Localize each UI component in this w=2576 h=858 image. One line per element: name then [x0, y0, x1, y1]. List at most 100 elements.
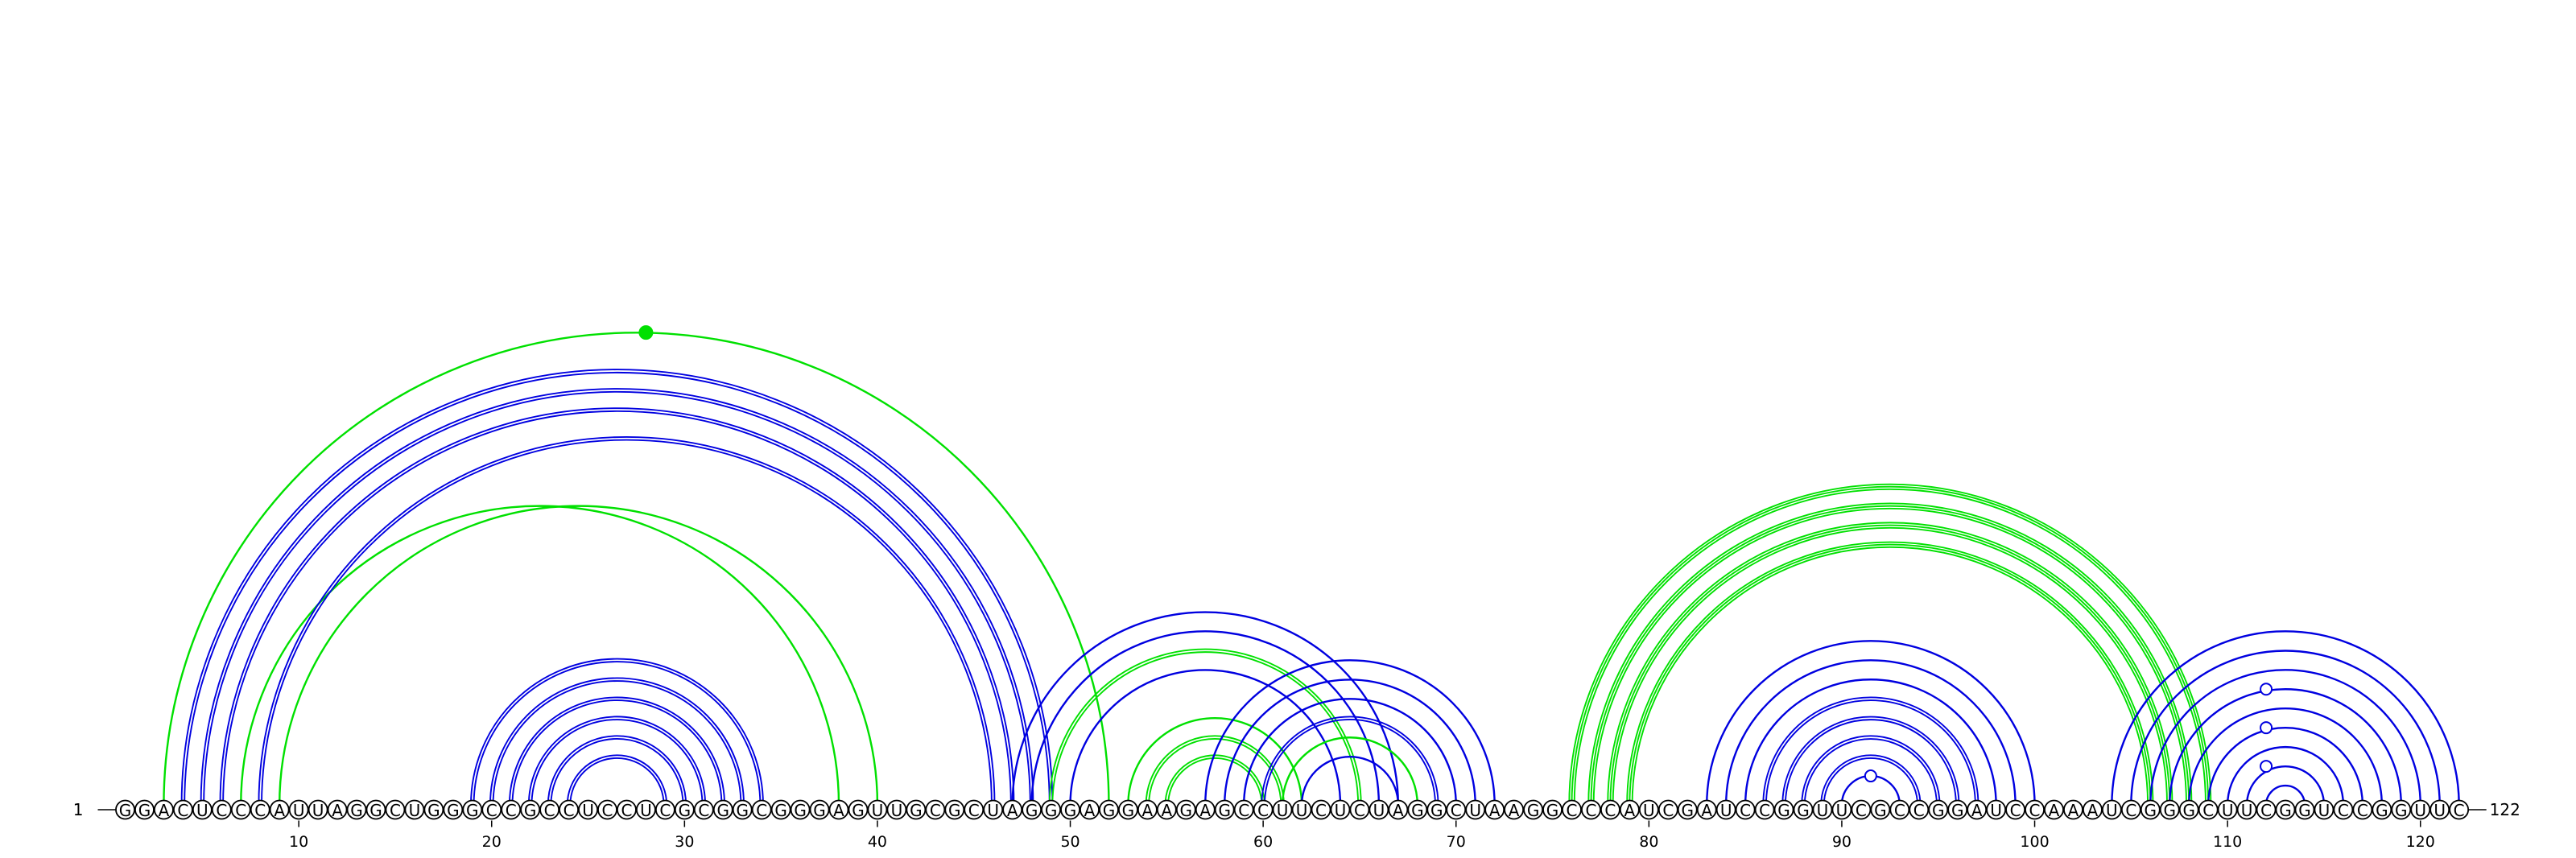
nucleotide-circle	[2449, 799, 2470, 820]
nucleotide-1: G	[115, 799, 135, 820]
nucleotide-circle	[2025, 799, 2045, 820]
nucleotide-letter: G	[1026, 801, 1038, 820]
nucleotide-letter: G	[2182, 801, 2195, 820]
nucleotide-letter: G	[1122, 801, 1135, 820]
nucleotide-letter: C	[1315, 801, 1327, 820]
nucleotide-circle	[2005, 799, 2025, 820]
nucleotide-circle	[1022, 799, 1042, 820]
nucleotide-letter: G	[1411, 801, 1424, 820]
nucleotide-18: G	[443, 799, 464, 820]
base-pair-arc-23-30-line-2	[547, 735, 687, 806]
nucleotide-109: C	[2198, 799, 2219, 820]
nucleotide-circle	[1947, 799, 1968, 820]
nucleotide-letter: C	[2357, 801, 2368, 820]
base-pair-arc-79-106-line-2	[1629, 543, 2152, 806]
base-pair-arc-87-96-line-2	[1781, 716, 1960, 806]
nucleotide-circle	[654, 799, 675, 820]
nucleotide-57: A	[1195, 799, 1216, 820]
nucleotide-118: G	[2372, 799, 2392, 820]
nucleotide-circle	[2429, 799, 2450, 820]
nucleotide-circle	[1060, 799, 1080, 820]
base-pair-arc-78-107-line-1	[1612, 526, 2169, 806]
nucleotide-letter: U	[872, 801, 884, 820]
nucleotide-letter: G	[1777, 801, 1790, 820]
nucleotide-40: U	[867, 799, 888, 820]
nucleotide-letter: C	[486, 801, 497, 820]
nucleotide-circle	[867, 799, 888, 820]
nucleotide-37: G	[809, 799, 830, 820]
nucleotide-circle	[2101, 799, 2122, 820]
nucleotide-circle	[1118, 799, 1138, 820]
nucleotide-51: A	[1080, 799, 1100, 820]
nucleotide-letter: C	[968, 801, 980, 820]
nucleotide-letter: U	[2318, 801, 2330, 820]
nucleotide-45: C	[964, 799, 985, 820]
nucleotide-letter: G	[1932, 801, 1945, 820]
nucleotide-circle	[2314, 799, 2334, 820]
nucleotide-letter: G	[736, 801, 749, 820]
nucleotide-letter: A	[833, 801, 844, 820]
nucleotide-97: A	[1967, 799, 1988, 820]
base-pair-arc-59-70	[1242, 698, 1457, 806]
nucleotide-circle	[2120, 799, 2141, 820]
nucleotide-95: G	[1928, 799, 1949, 820]
nucleotide-77: C	[1581, 799, 1601, 820]
base-pair-arc-4-49-line-1	[184, 371, 1051, 806]
nucleotide-112: C	[2256, 799, 2277, 820]
nucleotide-letter: A	[1509, 801, 1520, 820]
nucleotide-letter: U	[2414, 801, 2426, 820]
base-pair-arc-19-34-line-2	[470, 658, 764, 806]
nucleotide-letter: G	[1874, 801, 1887, 820]
nucleotide-73: A	[1504, 799, 1525, 820]
base-pair-arc-61-68	[1281, 736, 1419, 806]
nucleotide-letter: G	[910, 801, 923, 820]
nucleotide-letter: G	[524, 801, 537, 820]
base-pair-arc-4-49-line-2	[180, 369, 1054, 806]
nucleotide-letter: G	[2164, 801, 2177, 820]
nucleotide-letter: U	[2106, 801, 2118, 820]
nucleotide-22: G	[520, 799, 541, 820]
nucleotide-letter: G	[2376, 801, 2388, 820]
nucleotide-letter: C	[1604, 801, 1616, 820]
nucleotide-circle	[1195, 799, 1216, 820]
nucleotide-7: C	[230, 799, 251, 820]
nucleotide-letter: G	[852, 801, 865, 820]
nucleotide-circle	[1426, 799, 1447, 820]
nucleotide-119: G	[2391, 799, 2412, 820]
nucleotide-100: C	[2025, 799, 2045, 820]
base-pair-arc-8-46-line-1	[261, 439, 993, 806]
nucleotide-86: C	[1754, 799, 1775, 820]
nucleotide-41: U	[886, 799, 907, 820]
nucleotide-92: G	[1870, 799, 1891, 820]
nucleotide-102: A	[2063, 799, 2083, 820]
nucleotide-61: U	[1272, 799, 1293, 820]
nucleotide-letter: G	[350, 801, 363, 820]
base-pair-arc-109-117	[2207, 727, 2364, 806]
nucleotide-circle	[1233, 799, 1254, 820]
nucleotide-circle	[1446, 799, 1467, 820]
nucleotide-letter: A	[332, 801, 343, 820]
nucleotide-circle	[578, 799, 598, 820]
nucleotide-circle	[1330, 799, 1351, 820]
nucleotide-48: G	[1022, 799, 1042, 820]
nucleotide-120: U	[2410, 799, 2431, 820]
nucleotide-104: U	[2101, 799, 2122, 820]
nucleotide-circle	[1368, 799, 1389, 820]
nucleotide-12: A	[327, 799, 348, 820]
nucleotide-43: C	[925, 799, 946, 820]
nucleotide-circle	[1407, 799, 1428, 820]
nucleotide-circle	[693, 799, 714, 820]
base-pair-arc-106-120	[2149, 669, 2421, 806]
base-pair-arc-112-114	[2264, 784, 2306, 806]
nucleotide-2: G	[134, 799, 155, 820]
base-pair-arc-60-69-line-1	[1263, 719, 1436, 806]
nucleotide-letter: U	[1817, 801, 1829, 820]
tick-label-60: 60	[1253, 833, 1273, 851]
tick-label-70: 70	[1447, 833, 1466, 851]
base-pair-arc-19-34-line-1	[473, 661, 762, 806]
nucleotide-90: U	[1831, 799, 1852, 820]
nucleotide-circle	[559, 799, 579, 820]
nucleotide-80: U	[1638, 799, 1659, 820]
nucleotide-circle	[1291, 799, 1312, 820]
nucleotide-circle	[1619, 799, 1640, 820]
